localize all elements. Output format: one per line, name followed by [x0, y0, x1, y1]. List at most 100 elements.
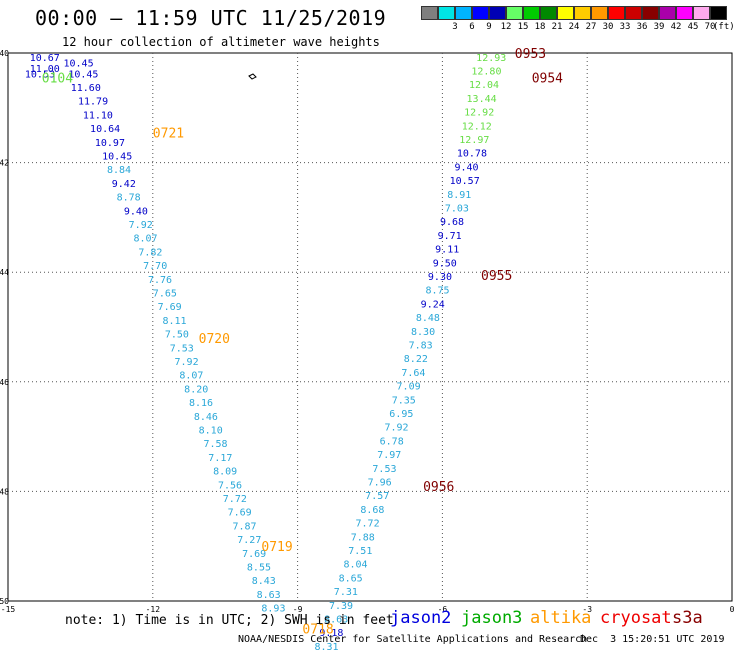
page-title: 00:00 – 11:59 UTC 11/25/2019 [35, 6, 387, 30]
scale-swatch [642, 6, 659, 20]
scale-label: 18 [534, 22, 546, 32]
credit-line: NOAA/NESDIS Center for Satellite Applica… [238, 634, 588, 645]
time-label: 0955 [481, 269, 512, 284]
swh-value: 12.80 [471, 67, 501, 78]
swh-value: 10.64 [90, 124, 120, 135]
scale-swatch [438, 6, 455, 20]
swh-value: 10.57 [450, 176, 480, 187]
swh-value: 8.93 [261, 604, 285, 615]
swh-value: 7.17 [208, 453, 232, 464]
swh-value: 11.60 [71, 83, 101, 94]
swh-value: 7.97 [377, 450, 401, 461]
swh-value: 11.00 [30, 64, 60, 75]
swh-value: 8.30 [411, 327, 435, 338]
swh-value: 7.72 [223, 494, 247, 505]
scale-label: 70 [704, 22, 716, 32]
scale-swatch [489, 6, 506, 20]
legend-item-jason3: jason3 [461, 608, 523, 628]
scale-swatch [421, 6, 438, 20]
swh-value: 6.95 [389, 409, 413, 420]
scale-swatch [591, 6, 608, 20]
swh-value: 7.53 [372, 464, 396, 475]
swh-value: 7.03 [445, 204, 469, 215]
swh-value: 7.35 [392, 395, 416, 406]
time-label: 0718 [302, 622, 333, 637]
swh-value: 7.92 [175, 357, 199, 368]
legend-item-s3a: s3a [672, 608, 703, 628]
swh-value: 8.84 [107, 165, 131, 176]
swh-value: 8.04 [343, 560, 367, 571]
scale-swatch [557, 6, 574, 20]
time-label: 0954 [532, 72, 563, 87]
time-label: 0721 [153, 126, 184, 141]
swh-value: 10.45 [102, 151, 132, 162]
scale-swatch [625, 6, 642, 20]
swh-value: 7.82 [138, 247, 162, 258]
swh-value: 7.51 [348, 546, 372, 557]
scale-label: 42 [670, 22, 682, 32]
swh-value: 7.53 [170, 343, 194, 354]
x-tick-label: -3 [582, 605, 592, 614]
scale-label: 3 [452, 22, 458, 32]
swh-value: 10.78 [457, 149, 487, 160]
swh-value: 7.92 [384, 423, 408, 434]
time-label: 0720 [199, 332, 230, 347]
swh-value: 10.45 [68, 69, 98, 80]
swh-value: 7.87 [232, 521, 256, 532]
swh-value: 9.30 [428, 272, 452, 283]
swh-value: 8.48 [416, 313, 440, 324]
scale-label: 15 [517, 22, 529, 32]
swh-value: 8.43 [252, 576, 276, 587]
y-tick-label: 40 [0, 49, 9, 58]
y-tick-label: 48 [0, 487, 9, 496]
island-outline [248, 73, 257, 80]
footer-note: note: 1) Time is in UTC; 2) SWH is in fe… [65, 613, 394, 628]
scale-label: 45 [687, 22, 699, 32]
swh-value: 7.92 [129, 220, 153, 231]
time-label: 0719 [261, 540, 292, 555]
swh-value: 8.11 [162, 316, 186, 327]
swh-value: 10.97 [95, 138, 125, 149]
time-label: 0956 [423, 480, 454, 495]
swh-value: 7.72 [356, 519, 380, 530]
swh-value: 9.42 [112, 179, 136, 190]
swh-value: 12.04 [469, 80, 499, 91]
swh-value: 10.45 [64, 58, 94, 69]
swh-value: 7.56 [218, 480, 242, 491]
swh-value: 7.83 [409, 341, 433, 352]
x-tick-label: -15 [1, 605, 16, 614]
swh-value: 7.69 [228, 508, 252, 519]
swh-value: 6.78 [380, 436, 404, 447]
swh-value: 7.09 [397, 382, 421, 393]
scale-label: 39 [653, 22, 665, 32]
swh-value: 8.78 [117, 193, 141, 204]
y-tick-label: 42 [0, 159, 9, 168]
scale-label: 33 [619, 22, 631, 32]
scale-swatch [710, 6, 727, 20]
swh-value: 7.69 [158, 302, 182, 313]
swh-value: 9.40 [124, 206, 148, 217]
swh-value: 11.79 [78, 97, 108, 108]
time-label: 0953 [515, 47, 546, 62]
scale-swatch [472, 6, 489, 20]
swh-value: 7.88 [351, 532, 375, 543]
scale-label: 6 [469, 22, 475, 32]
swh-value: 7.70 [143, 261, 167, 272]
y-tick-label: 46 [0, 378, 9, 387]
y-tick-label: 44 [0, 268, 9, 277]
swh-value: 12.97 [459, 135, 489, 146]
scale-label: 9 [486, 22, 492, 32]
scale-swatch [540, 6, 557, 20]
scale-swatch [574, 6, 591, 20]
swh-value: 7.27 [237, 535, 261, 546]
swh-value: 9.68 [440, 217, 464, 228]
timestamp: Dec 3 15:20:51 UTC 2019 [580, 634, 725, 645]
scale-swatch [659, 6, 676, 20]
swh-value: 9.18 [319, 628, 343, 639]
swh-value: 8.68 [360, 505, 384, 516]
swh-value: 7.57 [365, 491, 389, 502]
x-tick-label: -6 [438, 605, 448, 614]
scale-label: 21 [551, 22, 563, 32]
legend-item-cryosat: cryosat [600, 608, 672, 628]
time-label: 0104 [42, 72, 73, 87]
